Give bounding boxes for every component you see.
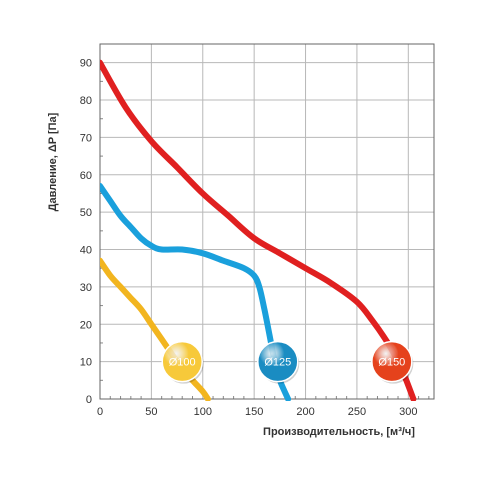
y-tick-label: 30 [80,282,92,294]
y-tick-label: 50 [80,207,92,219]
y-axis-ticks: 0 10 20 30 40 50 60 70 80 90 [80,58,92,406]
x-tick-label: 200 [296,406,314,418]
x-tick-label: 250 [348,406,366,418]
x-tick-label: 0 [97,406,103,418]
series-badge-150: Ø150 [371,340,414,384]
y-tick-label: 70 [80,132,92,144]
series-line-100 [100,257,211,401]
series-badges: Ø100 Ø125 Ø150 [161,340,414,384]
plot-frame [99,43,435,400]
y-tick-label: 90 [80,58,92,70]
badge-circle [257,340,299,383]
chart-grid [100,44,434,399]
y-tick-label: 60 [80,170,92,182]
y-axis-title: Давление, ΔP [Па] [47,112,59,211]
x-tick-label: 150 [245,406,263,418]
y-tick-label: 0 [86,394,92,406]
y-tick-label: 80 [80,95,92,107]
x-tick-label: 50 [145,406,157,418]
series-line-125 [100,183,292,401]
series-badge-100: Ø100 [161,340,204,384]
series-badge-125: Ø125 [257,340,300,384]
series-line-150 [100,59,417,401]
x-tick-label: 300 [399,406,417,418]
badge-circle [161,340,203,383]
y-tick-label: 40 [80,245,92,257]
series-label-150: Ø150 [378,357,405,369]
badge-circle [371,340,413,383]
x-axis-title: Производительность, [м³/ч] [263,426,415,438]
y-tick-label: 10 [80,357,92,369]
x-tick-label: 100 [194,406,212,418]
x-axis-ticks: 0 50 100 150 200 250 300 [97,406,418,418]
series-lines [100,59,417,401]
y-tick-label: 20 [80,319,92,331]
series-label-125: Ø125 [264,357,291,369]
series-label-100: Ø100 [169,357,196,369]
